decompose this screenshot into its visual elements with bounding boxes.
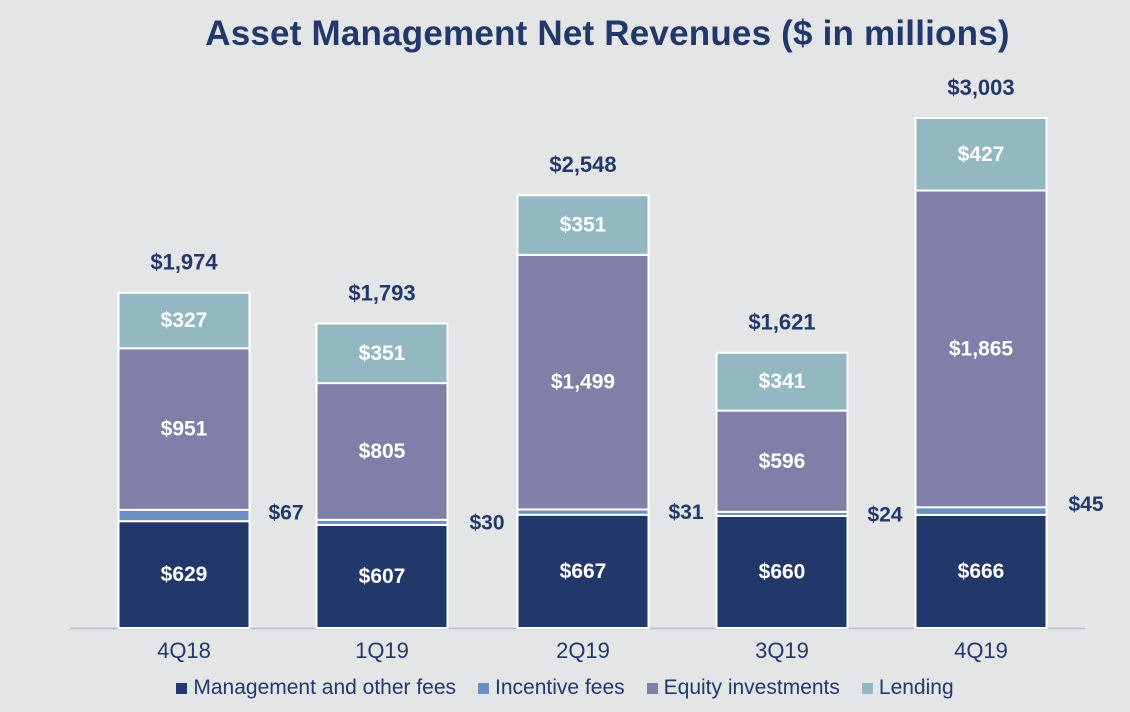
bar-segment-1Q19-2 xyxy=(315,382,449,521)
total-label-3Q19: $1,621 xyxy=(748,310,815,335)
bar-segment-2Q19-2 xyxy=(516,253,650,511)
legend-label-2: Equity investments xyxy=(663,676,840,699)
data-label-1Q19-2: $805 xyxy=(359,440,406,463)
x-tick-3Q19: 3Q19 xyxy=(755,638,809,663)
x-tick-1Q19: 1Q19 xyxy=(355,638,409,663)
data-label-incentive-4Q19: $45 xyxy=(1069,493,1104,516)
legend-label-3: Lending xyxy=(878,676,954,699)
bar-segment-4Q19-1 xyxy=(914,506,1048,516)
legend-label-0: Management and other fees xyxy=(193,676,457,699)
total-label-4Q18: $1,974 xyxy=(150,250,218,275)
bar-segment-4Q19-3 xyxy=(914,117,1048,192)
legend-swatch-3 xyxy=(861,682,873,694)
total-label-2Q19: $2,548 xyxy=(549,152,616,177)
total-label-4Q19: $3,003 xyxy=(947,75,1014,100)
bar-segment-4Q19-2 xyxy=(914,189,1048,509)
data-label-4Q18-2: $951 xyxy=(161,418,208,441)
bar-segment-3Q19-3 xyxy=(715,351,849,412)
bar-segment-2Q19-0 xyxy=(516,513,650,629)
legend-swatch-1 xyxy=(478,682,490,694)
data-label-incentive-4Q18: $67 xyxy=(269,501,304,524)
data-label-2Q19-0: $667 xyxy=(560,560,607,583)
bar-segment-1Q19-3 xyxy=(315,322,449,385)
legend-swatch-2 xyxy=(646,682,658,694)
data-label-incentive-1Q19: $30 xyxy=(470,511,505,534)
data-label-4Q18-0: $629 xyxy=(161,563,208,586)
legend-label-1: Incentive fees xyxy=(495,676,625,699)
legend: Management and other fees Incentive fees E… xyxy=(0,676,1130,700)
legend-item-0: Management and other fees xyxy=(176,676,456,700)
legend-item-3: Lending xyxy=(861,676,954,700)
data-label-3Q19-3: $341 xyxy=(759,370,806,393)
x-tick-4Q18: 4Q18 xyxy=(157,638,211,663)
bar-segment-4Q18-0 xyxy=(117,520,251,629)
data-label-2Q19-2: $1,499 xyxy=(551,371,615,394)
data-label-4Q19-0: $666 xyxy=(958,560,1005,583)
data-label-3Q19-0: $660 xyxy=(759,561,806,584)
legend-swatch-0 xyxy=(176,682,188,694)
data-label-incentive-3Q19: $24 xyxy=(868,503,903,526)
x-tick-2Q19: 2Q19 xyxy=(556,638,610,663)
data-label-4Q19-3: $427 xyxy=(958,143,1005,166)
chart-title: Asset Management Net Revenues ($ in mill… xyxy=(205,14,1010,53)
data-label-1Q19-0: $607 xyxy=(359,565,406,588)
legend-item-2: Equity investments xyxy=(646,676,840,700)
bar-segment-4Q18-1 xyxy=(117,508,251,523)
bar-segment-1Q19-0 xyxy=(315,523,449,629)
bar-segment-2Q19-3 xyxy=(516,194,650,256)
bar-segment-3Q19-0 xyxy=(715,514,849,630)
data-label-1Q19-3: $351 xyxy=(359,342,406,365)
x-tick-4Q19: 4Q19 xyxy=(954,638,1008,663)
legend-item-1: Incentive fees xyxy=(478,676,625,700)
total-label-1Q19: $1,793 xyxy=(348,280,415,305)
bar-segment-4Q18-3 xyxy=(117,291,251,350)
bar-segment-4Q18-2 xyxy=(117,347,251,511)
data-label-3Q19-2: $596 xyxy=(759,450,806,473)
data-label-incentive-2Q19: $31 xyxy=(669,501,704,524)
data-label-2Q19-3: $351 xyxy=(560,214,607,237)
data-label-4Q18-3: $327 xyxy=(161,309,208,332)
data-label-4Q19-2: $1,865 xyxy=(949,337,1014,360)
